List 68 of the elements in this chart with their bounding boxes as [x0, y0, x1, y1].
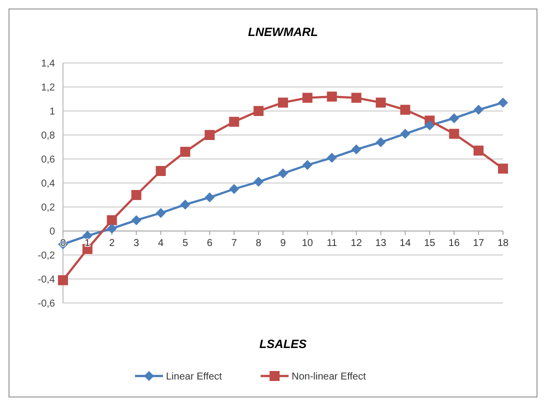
point: [326, 152, 337, 163]
point: [400, 128, 410, 139]
point: [376, 137, 386, 148]
x-tick-label: 16: [448, 238, 460, 249]
x-tick-label: 0: [60, 238, 66, 249]
x-tick-label: 6: [206, 238, 213, 249]
point: [204, 192, 215, 202]
point: [449, 128, 460, 139]
x-axis-title: LSALES: [259, 337, 307, 351]
y-tick-label: 1,2: [41, 82, 56, 94]
point: [180, 146, 190, 157]
x-tick-label: 18: [497, 238, 509, 249]
point: [424, 120, 435, 130]
point: [326, 92, 337, 102]
point: [474, 104, 484, 115]
point: [106, 215, 117, 226]
point: [351, 144, 362, 154]
x-tick-label: 4: [158, 238, 164, 249]
point: [156, 166, 166, 176]
point: [498, 98, 508, 108]
point: [156, 208, 166, 218]
y-tick-label: -0,6: [38, 298, 56, 310]
x-tick-label: 12: [350, 238, 362, 249]
x-tick-label: 8: [256, 238, 262, 249]
point: [229, 184, 240, 194]
x-tick-label: 2: [109, 238, 116, 249]
point: [474, 146, 484, 156]
y-tick-label: 0,2: [41, 202, 56, 214]
x-tick-label: 13: [375, 238, 387, 249]
point: [302, 92, 312, 103]
y-tick-label: 0,4: [41, 178, 56, 190]
point: [82, 230, 92, 241]
legend-label: Linear Effect: [166, 372, 222, 382]
x-tick-label: 3: [134, 238, 140, 249]
point: [254, 176, 264, 187]
point: [376, 98, 386, 108]
y-tick-label: -0,4: [38, 274, 56, 286]
x-tick-label: 17: [472, 238, 485, 249]
x-tick-label: 5: [182, 238, 188, 249]
point: [278, 98, 288, 108]
y-tick-label: 0,6: [41, 154, 56, 166]
point: [498, 164, 508, 174]
x-tick-label: 14: [400, 238, 412, 249]
x-tick-label: 7: [231, 238, 238, 249]
y-tick-label: 1: [49, 106, 56, 118]
point: [302, 160, 312, 170]
point: [106, 224, 117, 234]
point: [278, 168, 288, 178]
point: [58, 275, 68, 286]
x-tick-label: 11: [326, 238, 338, 249]
y-tick-label: 1,4: [41, 58, 56, 70]
point: [180, 200, 190, 210]
point: [400, 104, 410, 115]
y-tick-label: 0: [49, 226, 56, 238]
point: [254, 106, 264, 116]
point: [351, 92, 362, 103]
x-tick-label: 10: [302, 238, 314, 249]
x-tick-label: 15: [424, 238, 436, 249]
legend-label: Non-linear Effect: [292, 372, 366, 382]
point: [229, 116, 240, 127]
point: [131, 190, 142, 200]
point: [449, 113, 460, 124]
y-tick-label: 0,8: [41, 130, 56, 142]
point: [204, 130, 215, 140]
point: [131, 215, 142, 226]
y-tick-label: -0,2: [38, 250, 56, 262]
x-tick-label: 9: [280, 238, 286, 249]
chart-title: LNEWMARL: [248, 25, 318, 39]
